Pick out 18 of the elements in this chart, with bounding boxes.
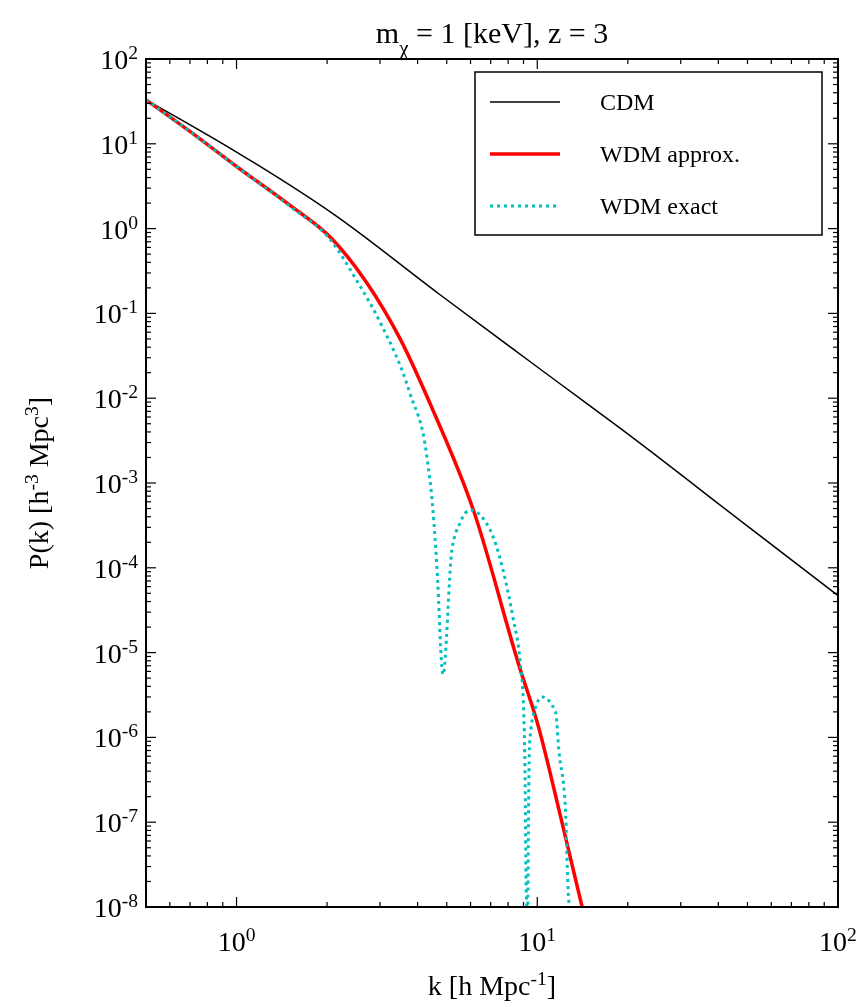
legend-label: CDM xyxy=(600,89,655,115)
y-tick-label: 10$^{0}$ xyxy=(100,211,139,245)
legend-label: WDM approx. xyxy=(600,141,740,167)
y-tick-label: 10$^{-7}$ xyxy=(93,804,139,839)
y-tick-label: 10$^{-4}$ xyxy=(93,550,139,584)
x-tick-label: 10$^{2}$ xyxy=(819,923,857,957)
y-tick-label: 10$^{-6}$ xyxy=(93,719,139,754)
y-tick-label: 10$^{-3}$ xyxy=(93,465,139,499)
x-tick-label: 10$^{1}$ xyxy=(518,923,557,957)
y-tick-label: 10$^{1}$ xyxy=(100,126,138,160)
y-tick-label: 10$^{-1}$ xyxy=(93,295,138,330)
x-tick-label: 10$^{0}$ xyxy=(217,923,256,957)
y-tick-label: 10$^{-8}$ xyxy=(93,889,139,923)
x-axis-title: k [h Mpc$^{-1}$] xyxy=(427,967,557,1001)
y-tick-label: 10$^{-2}$ xyxy=(93,380,138,415)
y-tick-label: 10$^{-5}$ xyxy=(93,635,139,669)
legend-label: WDM exact xyxy=(600,193,719,219)
y-tick-label: 10$^{2}$ xyxy=(100,41,138,75)
